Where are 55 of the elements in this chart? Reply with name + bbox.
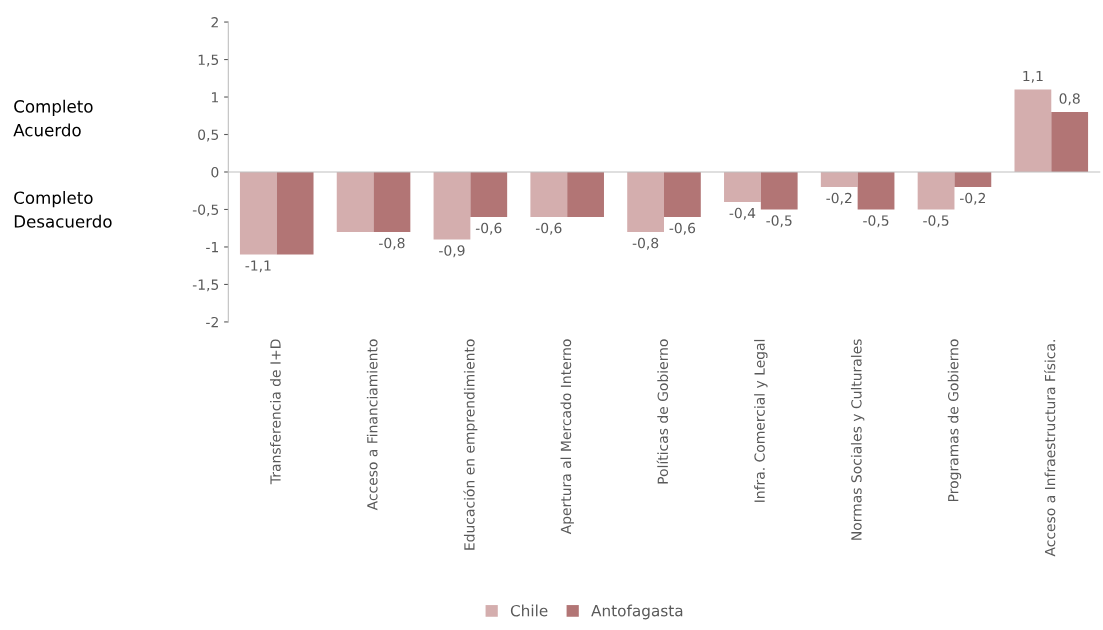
data-label: -0,2	[826, 192, 852, 205]
y-tick-label: -1	[206, 242, 219, 253]
y-tick-label: 0	[211, 166, 219, 178]
bar	[1051, 112, 1089, 172]
legend-label: Antofagasta	[591, 604, 683, 620]
bar	[239, 171, 277, 255]
text: Completo Desacuerdo	[14, 191, 112, 228]
x-tick-label: Programas de Gobierno	[947, 339, 962, 502]
x-tick-label: Transferencia de I+D	[270, 339, 281, 485]
bar	[627, 171, 665, 232]
bar	[336, 171, 374, 232]
x-tick-label: Normas Sociales y Culturales	[850, 339, 865, 540]
data-label: -0,9	[439, 245, 465, 258]
x-tick-label: Políticas de Gobierno	[656, 339, 669, 484]
y-tick-label: 0,5	[198, 129, 219, 142]
x-tick-label: Apertura al Mercado Interno	[560, 339, 574, 535]
bar	[276, 171, 314, 255]
legend-label: Chile	[510, 604, 548, 617]
bar	[1014, 89, 1052, 172]
x-tick-label: Acceso a Financiamiento	[366, 339, 378, 511]
y-tick-label: 1,5	[198, 54, 219, 67]
bar	[954, 171, 992, 187]
y-tick-label: -2	[206, 316, 218, 328]
data-label: -0,5	[766, 215, 792, 228]
bar	[530, 171, 568, 217]
data-label: -0,5	[863, 215, 889, 228]
data-label: -0,2	[959, 192, 986, 205]
bar	[470, 171, 508, 217]
x-tick-label: Infra. Comercial y Legal	[754, 339, 768, 502]
bar	[820, 171, 858, 187]
bar	[567, 171, 604, 217]
data-label: -1,1	[245, 260, 271, 273]
x-tick-label: Acceso a Infraestructura Física.	[1044, 340, 1056, 557]
data-label: 1,1	[1023, 70, 1043, 83]
data-label: -0,6	[475, 222, 502, 235]
bar	[760, 171, 798, 210]
data-label: -0,8	[632, 237, 659, 250]
data-label: -0,6	[669, 222, 696, 235]
bar	[373, 171, 411, 232]
data-label: -0,6	[535, 222, 562, 235]
bar	[664, 171, 701, 217]
data-label: 0,8	[1059, 93, 1080, 106]
y-tick-label: -1,5	[192, 279, 219, 292]
data-label: -0,8	[379, 237, 405, 250]
x-tick-label: Educación en emprendimiento	[463, 339, 478, 550]
data-label: -0,4	[729, 207, 756, 220]
y-tick-label: 2	[211, 17, 218, 28]
data-label: -0,5	[923, 215, 949, 228]
bar	[917, 171, 955, 210]
bar	[724, 171, 761, 202]
y-tick-label: 1	[211, 92, 219, 103]
y-tick-label: -0,5	[192, 204, 219, 217]
text: Completo Acuerdo	[13, 99, 93, 137]
bar	[433, 171, 471, 240]
bar	[857, 171, 895, 210]
